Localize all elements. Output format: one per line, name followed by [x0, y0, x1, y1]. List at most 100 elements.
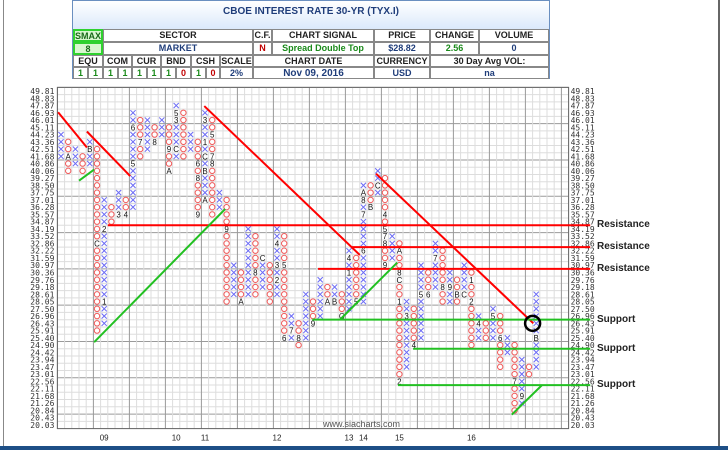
x-box [158, 124, 165, 131]
x-box [115, 196, 122, 203]
x-box [317, 291, 324, 298]
o-box [93, 291, 101, 298]
x-box [432, 247, 439, 254]
x-box [101, 218, 108, 225]
month-label: 7 [512, 377, 517, 386]
x-tick-label: 12 [273, 434, 282, 443]
com-value-1: 1 [103, 67, 118, 79]
x-box [202, 182, 208, 189]
o-box [137, 131, 144, 138]
y-tick-right: 35.57 [571, 210, 595, 219]
x-box [274, 233, 280, 240]
o-box [468, 283, 475, 291]
x-box [389, 255, 396, 261]
y-tick-left: 41.68 [30, 152, 54, 161]
y-tick-right: 37.75 [571, 189, 595, 198]
o-box [396, 341, 403, 349]
y-tick-right: 48.83 [571, 94, 595, 103]
y-tick-right: 39.27 [571, 174, 595, 183]
x-box [403, 363, 410, 370]
pnf-column-x: 21 [101, 196, 108, 327]
o-box [93, 312, 101, 320]
pnf-column-o: C [93, 145, 101, 334]
month-label: A [166, 167, 172, 176]
o-box [281, 240, 288, 247]
o-box [396, 305, 403, 312]
y-tick-right: 36.28 [571, 203, 595, 212]
x-box [446, 291, 453, 298]
y-tick-left: 35.57 [30, 210, 54, 219]
x-box [302, 334, 309, 341]
month-label: A [325, 298, 331, 307]
support-annotation: Support [597, 379, 636, 391]
pnf-column-x [389, 233, 396, 261]
x-box [130, 153, 136, 160]
x-box [317, 284, 324, 290]
month-label: 5 [210, 131, 215, 140]
y-tick-left: 28.61 [30, 290, 54, 299]
x-box [403, 334, 410, 341]
x-box [230, 284, 237, 290]
x-box [173, 131, 180, 138]
o-box [93, 276, 101, 283]
smax-value: 8 [73, 42, 103, 55]
x-box [101, 240, 108, 247]
o-box [511, 370, 518, 378]
sector-value: MARKET [103, 42, 253, 55]
x-box [245, 255, 252, 261]
o-box [525, 363, 533, 371]
month-label: 4 [476, 319, 481, 328]
x-box [144, 146, 151, 153]
y-tick-right: 32.86 [571, 239, 595, 248]
y-tick-right: 38.50 [571, 181, 595, 190]
plot-border [56, 86, 570, 430]
o-box [180, 145, 187, 153]
pnf-column-o: 12 [468, 269, 475, 349]
month-label: 6 [282, 334, 287, 343]
month-label: 5 [491, 312, 496, 321]
x-box [432, 262, 439, 269]
cur-label: CUR [132, 55, 161, 67]
month-label: C [202, 152, 208, 161]
o-box [468, 327, 475, 334]
o-box [137, 124, 144, 131]
y-tick-left: 34.19 [30, 225, 54, 234]
o-box [266, 269, 273, 276]
x-box [173, 153, 180, 160]
month-label: 4 [124, 210, 129, 219]
watermark-url: www.siacharts.com [323, 419, 401, 429]
o-box [223, 196, 230, 204]
pnf-column-o [525, 363, 533, 378]
y-tick-right: 40.86 [571, 160, 595, 169]
x-box [58, 146, 64, 153]
o-box [108, 203, 115, 211]
avg-vol-label: 30 Day Avg VOL: [430, 55, 549, 67]
x-box [245, 240, 252, 247]
chart-signal-label: CHART SIGNAL [272, 29, 374, 42]
month-label: 7 [433, 254, 438, 263]
o-box [353, 291, 360, 298]
y-tick-right: 31.59 [571, 254, 595, 263]
o-box [338, 305, 345, 312]
x-box [101, 196, 108, 203]
o-box [223, 254, 230, 262]
o-box [194, 153, 202, 160]
x-box [475, 327, 482, 334]
month-label: 5 [174, 109, 179, 118]
o-box [194, 196, 202, 204]
x-tick-label: 16 [467, 434, 476, 443]
o-box [410, 334, 417, 342]
x-box [475, 313, 482, 320]
month-label: 9 [167, 145, 172, 154]
y-tick-left: 27.50 [30, 305, 54, 314]
x-box [259, 262, 266, 269]
o-box [93, 160, 101, 167]
x-box [86, 138, 93, 145]
y-tick-right: 42.51 [571, 145, 595, 154]
support-line [78, 168, 95, 182]
pnf-column-x: 41 [346, 247, 352, 312]
y-tick-right: 34.19 [571, 225, 595, 234]
month-label: C [260, 254, 266, 263]
pnf-column-x: A8 7 6 [360, 182, 367, 305]
y-tick-right: 26.96 [571, 312, 595, 321]
